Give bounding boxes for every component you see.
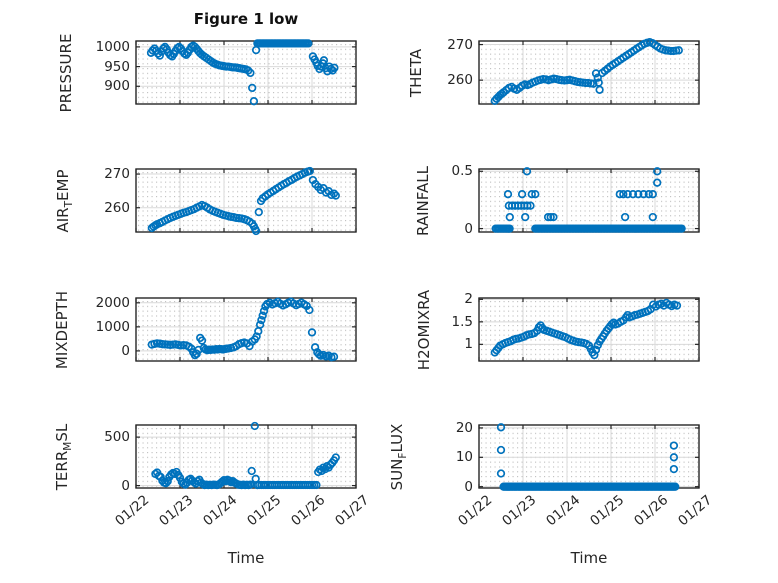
scatter-series-pressure [146, 39, 339, 106]
y-axis-label-terr-msl: TERRMSL [53, 423, 74, 490]
subplot-sun-flux [478, 423, 700, 491]
y-tick-label: 1000 [95, 38, 130, 55]
scatter-series-sun-flux [496, 423, 680, 491]
subplot-pressure [135, 39, 357, 106]
y-axis-label-mixdepth: MIXDEPTH [53, 290, 71, 369]
y-tick-label: 0 [121, 342, 130, 359]
x-axis-label-right: Time [570, 549, 608, 567]
scatter-series-terr-msl [151, 421, 340, 490]
y-tick-label: 500 [104, 429, 130, 446]
y-tick-label: 0.5 [451, 163, 473, 180]
y-tick-label: 1.5 [451, 313, 473, 330]
subplot-h2omixra [478, 297, 700, 362]
scatter-series-h2omixra [490, 298, 682, 360]
subplot-rainfall [478, 167, 700, 233]
y-tick-label: 1 [464, 336, 473, 353]
y-tick-label: 2000 [95, 294, 130, 311]
y-tick-label: 20 [455, 419, 473, 436]
y-tick-label: 0 [464, 220, 473, 237]
y-tick-label: 260 [447, 72, 473, 89]
y-axis-label-rainfall: RAINFALL [414, 165, 432, 236]
subplot-mixdepth [135, 297, 357, 362]
minor-grid [480, 426, 698, 487]
scatter-series-rainfall [491, 167, 686, 233]
y-tick-label: 1000 [95, 318, 130, 335]
y-tick-label: 270 [104, 166, 130, 183]
y-axis-label-air-temp: AIRTEMP [54, 169, 75, 232]
y-axis-label-theta: THETA [407, 48, 425, 97]
y-axis-label-pressure: PRESSURE [57, 33, 75, 112]
y-tick-label: 10 [455, 449, 473, 466]
y-tick-label: 0 [464, 478, 473, 495]
y-axis-label-h2omixra: H2OMIXRA [415, 289, 433, 370]
scatter-series-theta [490, 37, 683, 105]
y-tick-label: 2 [464, 291, 473, 308]
y-tick-label: 0 [121, 477, 130, 494]
y-tick-label: 900 [104, 78, 130, 95]
y-axis-label-sun-flux: SUNFLUX [388, 423, 409, 490]
minor-grid [480, 170, 698, 231]
subplot-terr-msl [135, 421, 357, 490]
y-tick-label: 270 [447, 36, 473, 53]
x-axis-label-left: Time [227, 549, 265, 567]
figure-title: Figure 1 low [193, 10, 299, 28]
subplot-theta [478, 37, 700, 105]
subplot-air-temp [135, 166, 357, 236]
scatter-series-air-temp [147, 166, 340, 236]
scatter-series-mixdepth [147, 297, 339, 362]
y-tick-label: 260 [104, 199, 130, 216]
y-tick-label: 950 [104, 58, 130, 75]
